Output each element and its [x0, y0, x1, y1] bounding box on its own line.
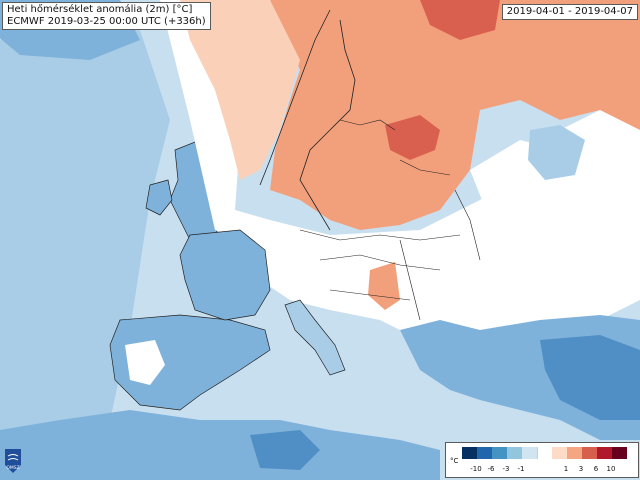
- legend-tick-minus-10: -10: [470, 465, 482, 473]
- north-africa-cold-zone: [0, 410, 440, 480]
- strong-cold-zone-turkey: [540, 335, 640, 420]
- strong-cold-zone-africa: [250, 430, 320, 470]
- legend-swatch-warm-1: [552, 447, 567, 459]
- legend-swatch-warm-4: [597, 447, 612, 459]
- map-title-box: Heti hőmérséklet anomália (2m) [°C] ECMW…: [2, 2, 211, 30]
- map-subtitle: ECMWF 2019-03-25 00:00 UTC (+336h): [7, 16, 206, 27]
- legend-swatch-cold-3: [492, 447, 507, 459]
- legend-swatch-cold-1: [462, 447, 477, 459]
- legend-swatch-warm-2: [567, 447, 582, 459]
- logo-text: OMSZ: [6, 465, 19, 471]
- legend-swatch-warm-5: [612, 447, 627, 459]
- scandinavia-coastline: [259, 9, 356, 231]
- legend-tick-minus-1: -1: [517, 465, 525, 473]
- strong-warm-zone-north: [420, 0, 500, 40]
- ireland: [145, 179, 173, 216]
- legend-swatch-cold-5: [522, 447, 537, 459]
- italy: [284, 299, 346, 376]
- iberia-neutral-patch: [125, 340, 165, 385]
- map-title: Heti hőmérséklet anomália (2m) [°C]: [7, 4, 193, 15]
- date-range-box: 2019-04-01 - 2019-04-07: [501, 4, 638, 20]
- legend-tick-1: 1: [563, 465, 569, 473]
- neutral-zone-east: [470, 140, 640, 270]
- neutral-anomaly-zone: [160, 0, 640, 345]
- date-range: 2019-04-01 - 2019-04-07: [506, 6, 633, 17]
- legend-tick-3: 3: [578, 465, 584, 473]
- omsz-logo-icon: OMSZ: [5, 449, 21, 473]
- warm-anomaly-zone: [270, 0, 640, 230]
- legend-unit: °C: [450, 457, 459, 465]
- legend-tick-10: 10: [606, 465, 616, 473]
- legend-swatch-cold-2: [477, 447, 492, 459]
- light-warm-zone-norway: [180, 0, 300, 180]
- france: [179, 229, 271, 321]
- legend-tick-minus-6: -6: [487, 465, 495, 473]
- legend-swatch-cold-4: [507, 447, 522, 459]
- national-borders: [299, 119, 481, 321]
- strong-warm-zone-baltic: [385, 115, 440, 160]
- legend-tick-minus-3: -3: [502, 465, 510, 473]
- legend-swatch-warm-3: [582, 447, 597, 459]
- legend-tick-6: 6: [593, 465, 599, 473]
- color-legend: °C -10 -6 -3 -1 1 3 6 10: [445, 442, 639, 478]
- cold-zone-east: [528, 125, 585, 180]
